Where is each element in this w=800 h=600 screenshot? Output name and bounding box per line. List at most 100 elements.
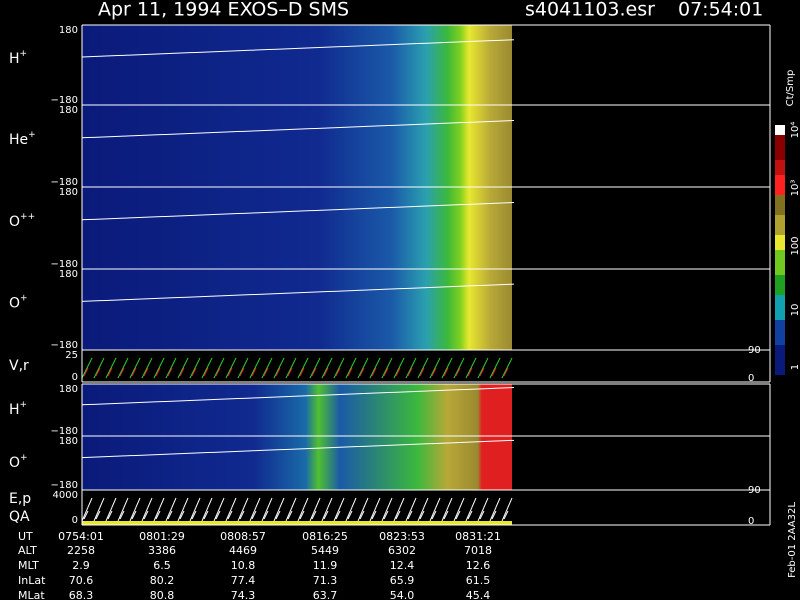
y-tick-label: 4000 (53, 490, 78, 501)
y-tick-label: 180 (59, 187, 78, 198)
footer-value: 3386 (148, 544, 176, 557)
footer-value: 71.3 (313, 574, 338, 587)
footer-label: InLat (18, 574, 46, 587)
footer-value: 12.6 (466, 559, 491, 572)
y-tick-label: −180 (51, 259, 78, 270)
footer-label: ALT (18, 544, 37, 557)
panel-label-sup: + (20, 49, 28, 59)
y-tick-label: 0 (72, 515, 78, 526)
panel-label: O+ (9, 293, 28, 312)
panel-label-text: H (9, 402, 20, 418)
footer-value: 2.9 (72, 559, 90, 572)
footer-value: 0816:25 (302, 530, 348, 543)
panel-label-text: E,p (9, 491, 31, 507)
spectrogram (82, 269, 512, 350)
footer: UT 0754:01 0801:29 0808:57 0816:25 0823:53 083… (18, 530, 501, 600)
panel-label-text: V,r (9, 358, 29, 374)
footer-value: 0808:57 (220, 530, 266, 543)
footer-value: 11.9 (313, 559, 338, 572)
trace (83, 510, 509, 520)
panel-label: E,p (9, 491, 31, 507)
footer-value: 7018 (464, 544, 492, 557)
time: 07:54:01 (678, 0, 763, 21)
footer-label: MLT (18, 559, 39, 572)
colorbar-label: 100 (790, 236, 800, 255)
panel-label-text: O (9, 296, 20, 312)
panel-label-text: H (9, 51, 20, 67)
footer-value: 74.3 (231, 589, 256, 600)
footer-value: 2258 (67, 544, 95, 557)
colorbar-label: 10 (790, 304, 800, 317)
panel-label: O++ (9, 212, 35, 231)
y-tick-label: −180 (51, 426, 78, 437)
y2-tick-label: 0 (748, 373, 754, 384)
spectrogram (82, 187, 512, 269)
footer-value: 80.8 (150, 589, 175, 600)
panel-label-sup: ++ (20, 212, 35, 222)
spectrogram (82, 25, 512, 105)
qa-bar (82, 521, 512, 525)
footer-value: 70.6 (69, 574, 94, 587)
footer-label: MLat (18, 589, 45, 600)
trace (81, 283, 515, 302)
title: Apr 11, 1994 EXOS–D SMS (98, 0, 349, 21)
side-note: Feb-01 2AA32L (787, 502, 798, 578)
colorbar-unit: Ct/Smp (785, 70, 796, 107)
footer-value: 4469 (229, 544, 257, 557)
panel-label-sup: + (20, 400, 28, 410)
panel-label: He+ (9, 130, 36, 149)
spectrogram (82, 384, 512, 436)
colorbar-label: 10⁴ (790, 122, 800, 139)
y-tick-label: −180 (51, 95, 78, 106)
y-tick-label: 180 (59, 436, 78, 447)
panel-label-sup: + (20, 453, 28, 463)
panel-label-sup: + (28, 130, 36, 140)
footer-value: 0801:29 (139, 530, 185, 543)
footer-value: 80.2 (150, 574, 175, 587)
panel-label-text: O (9, 214, 20, 230)
trace (83, 367, 509, 377)
footer-value: 0831:21 (455, 530, 501, 543)
footer-value: 61.5 (466, 574, 491, 587)
y-tick-label: −180 (51, 480, 78, 491)
footer-value: 65.9 (390, 574, 415, 587)
panel-label: V,r (9, 358, 29, 374)
footer-value: 6.5 (153, 559, 171, 572)
panel-label: QA (9, 509, 30, 525)
panel-label-sup: + (20, 293, 28, 303)
panel-label: H+ (9, 49, 27, 68)
panels: 180−180H+180−180He+180−180O++180−180O+25… (9, 24, 771, 527)
y-tick-label: 180 (59, 384, 78, 395)
trace (81, 202, 515, 221)
y-tick-label: −180 (51, 177, 78, 188)
colorbar-label: 10³ (790, 180, 800, 197)
footer-value: 77.4 (231, 574, 256, 587)
y2-tick-label: 90 (748, 345, 761, 356)
y-tick-label: 25 (65, 350, 78, 361)
y-tick-label: 180 (59, 25, 78, 36)
y2-tick-label: 90 (748, 485, 761, 496)
trace (81, 357, 513, 379)
footer-value: 6302 (388, 544, 416, 557)
panel-label: O+ (9, 453, 28, 472)
colorbar-label: 1 (790, 364, 800, 370)
footer-value: 5449 (311, 544, 339, 557)
trace (81, 439, 515, 459)
trace (81, 120, 515, 139)
y-tick-label: 0 (72, 372, 78, 383)
footer-value: 0754:01 (58, 530, 104, 543)
spectrogram (82, 105, 512, 187)
panel-label: H+ (9, 400, 27, 419)
footer-value: 0823:53 (379, 530, 425, 543)
footer-value: 68.3 (69, 589, 94, 600)
footer-label: UT (18, 530, 33, 543)
footer-value: 45.4 (466, 589, 491, 600)
trace (81, 39, 515, 58)
footer-value: 63.7 (313, 589, 338, 600)
y-tick-label: 180 (59, 105, 78, 116)
colorbar: Ct/Smp 10⁴ 10³ 100 10 1 (775, 70, 800, 375)
trace (81, 497, 513, 522)
y-tick-label: 180 (59, 269, 78, 280)
footer-value: 10.8 (231, 559, 256, 572)
